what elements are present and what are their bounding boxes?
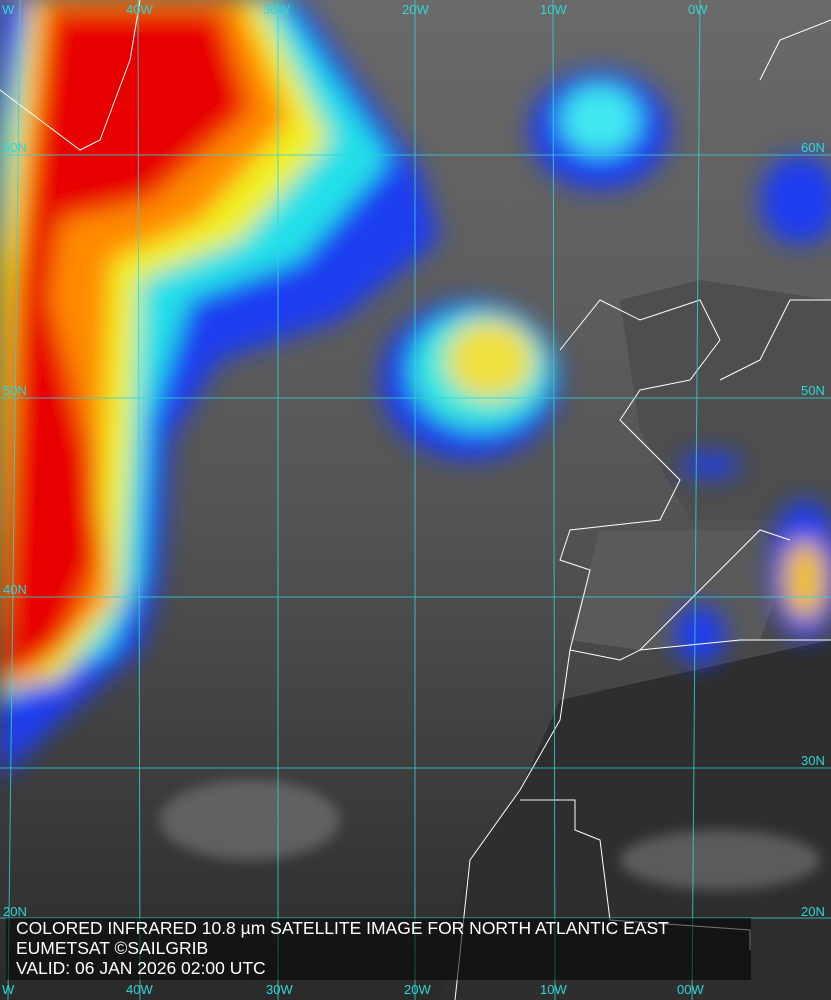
lat-label-left: 20N bbox=[3, 904, 27, 919]
meridian-line bbox=[691, 0, 701, 1000]
meridian-line bbox=[552, 0, 556, 1000]
lon-label-top: 40W bbox=[126, 2, 153, 17]
lat-label-right: 60N bbox=[801, 140, 825, 155]
cloud-field bbox=[0, 0, 831, 890]
land-shading bbox=[440, 280, 831, 1000]
lon-label-bottom: 00W bbox=[677, 982, 704, 997]
lat-label-left: 50N bbox=[3, 383, 27, 398]
lon-label-top: W bbox=[2, 2, 15, 17]
lat-label-right: 50N bbox=[801, 383, 825, 398]
lat-label-left: 40N bbox=[3, 582, 27, 597]
image-credit: EUMETSAT ©SAILGRIB bbox=[16, 938, 209, 958]
lon-label-top: 30W bbox=[263, 2, 290, 17]
lon-label-top: 0W bbox=[688, 2, 708, 17]
lon-label-bottom: 20W bbox=[404, 982, 431, 997]
meridian-line bbox=[137, 0, 141, 1000]
lon-label-top: 20W bbox=[402, 2, 429, 17]
caption-box: COLORED INFRARED 10.8 µm SATELLITE IMAGE… bbox=[6, 918, 751, 980]
lat-label-left: 60N bbox=[3, 140, 27, 155]
lon-label-bottom: 40W bbox=[126, 982, 153, 997]
lon-label-top: 10W bbox=[540, 2, 567, 17]
lon-label-bottom: 30W bbox=[266, 982, 293, 997]
lat-label-right: 30N bbox=[801, 753, 825, 768]
lon-label-bottom: 10W bbox=[540, 982, 567, 997]
lon-label-bottom: W bbox=[2, 982, 15, 997]
image-title: COLORED INFRARED 10.8 µm SATELLITE IMAGE… bbox=[16, 918, 669, 938]
lat-label-right: 20N bbox=[801, 904, 825, 919]
meridian-line bbox=[7, 0, 21, 1000]
valid-time: VALID: 06 JAN 2026 02:00 UTC bbox=[16, 958, 266, 978]
